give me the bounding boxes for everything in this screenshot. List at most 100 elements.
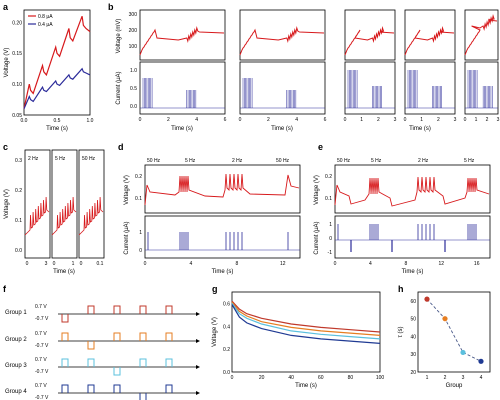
panel-f-arrow-2 xyxy=(196,365,200,369)
panel-c-freq-2: 50 Hz xyxy=(82,156,96,162)
panel-f-arrow-1 xyxy=(196,339,200,343)
panel-e-xtick-0: 0 xyxy=(334,261,337,267)
panel-g-xtick-0: 0 xyxy=(231,375,234,381)
panel-b-current-frame-1 xyxy=(239,61,326,115)
panel-e-xtick-2: 8 xyxy=(404,261,407,267)
panel-f-pulse-2-3 xyxy=(139,358,147,367)
panel-a-ytick-1: 0.15 xyxy=(12,51,22,57)
panel-h-point-2 xyxy=(460,349,466,356)
panel-b-xtick-4-2: 2 xyxy=(486,117,489,123)
panel-d-xtick-2: 8 xyxy=(235,261,238,267)
panel-f-vneg-3: -0.7 V xyxy=(35,395,49,400)
panel-d-xtick-3: 12 xyxy=(280,261,286,267)
panel-c-freq-0: 2 Hz xyxy=(28,156,39,162)
panel-e-vtick-1: 0.1 xyxy=(325,196,332,202)
panel-f-vpos-1: 0.7 V xyxy=(35,331,47,337)
panel-b-voltage-trace-0 xyxy=(139,26,225,56)
panel-a-xlabel: Time (s) xyxy=(46,126,68,132)
panel-e-freq-2: 2 Hz xyxy=(418,158,429,164)
panel-b-xtick-1-2: 4 xyxy=(295,117,298,123)
panel-f-pulse-0-1 xyxy=(87,305,95,314)
panel-f-vneg-1: -0.7 V xyxy=(35,343,49,349)
panel-d-freq-2: 2 Hz xyxy=(232,158,243,164)
panel-b-xtick-2-0: 0 xyxy=(344,117,347,123)
panel-b-xtick-4-3: 3 xyxy=(497,117,500,123)
panel-h-ytick-0: 60 xyxy=(410,299,416,305)
panel-h-xtick-2: 3 xyxy=(462,375,465,381)
panel-g-series-0 xyxy=(231,300,381,333)
panel-f-pulse-0-4 xyxy=(165,305,173,314)
panel-b-xtick-4-0: 0 xyxy=(464,117,467,123)
panel-c-frame-2 xyxy=(78,149,105,259)
figure-layer: a0.8 μA0.4 μA0.200.150.100.050.0 0.5 1.0Vo… xyxy=(3,2,500,400)
panel-d-itick-1: 0 xyxy=(139,248,142,254)
panel-e-vtick-0: 0.2 xyxy=(325,174,332,180)
panel-b-xtick-4-1: 1 xyxy=(475,117,478,123)
panel-e-vlabel: Voltage (V) xyxy=(314,175,320,205)
panel-b-xtick-1-1: 2 xyxy=(267,117,270,123)
panel-b-xtick-2-1: 1 xyxy=(360,117,363,123)
panel-b-vlabel: Voltage (mV) xyxy=(116,19,122,54)
panel-h-point-3 xyxy=(478,358,484,364)
panel-b-xlabel-1: Time (s) xyxy=(271,126,293,132)
panel-d-voltage-trace xyxy=(144,173,300,206)
panel-h-label: h xyxy=(398,284,404,294)
panel-a-frame xyxy=(23,9,91,116)
panel-c-trace-2 xyxy=(78,196,104,236)
panel-b-xtick-1-0: 0 xyxy=(239,117,242,123)
panel-d-current-frame xyxy=(144,215,301,259)
panel-b-xtick-3-1: 1 xyxy=(420,117,423,123)
panel-b-vtick-0: 300 xyxy=(129,12,138,18)
panel-f-group-3: Group 4 xyxy=(5,389,27,395)
panel-c-ytick-0: 0.3 xyxy=(15,158,22,164)
panel-b-itick-1: 0.5 xyxy=(130,86,137,92)
panel-f-pulse-3-4 xyxy=(165,384,173,393)
panel-b-xtick-0-3: 6 xyxy=(224,117,227,123)
panel-f-pulse-2-1 xyxy=(87,358,95,367)
panel-f-pulse-1-1 xyxy=(87,341,95,350)
panel-h-frame xyxy=(417,291,491,373)
panel-b-voltage-trace-3 xyxy=(404,26,455,56)
panel-b-current-frame-3 xyxy=(404,61,456,115)
panel-b-current-frame-0 xyxy=(139,61,226,115)
panel-d-vtick-1: 0.1 xyxy=(135,196,142,202)
panel-a-xtick-2: 1.0 xyxy=(87,118,94,124)
panel-b-xtick-3-3: 3 xyxy=(454,117,457,123)
panel-c-frame-0 xyxy=(24,149,51,259)
panel-c-xtick-1-1: 1 xyxy=(72,261,75,267)
panel-f-arrow-0 xyxy=(196,312,200,316)
panel-e-xtick-1: 4 xyxy=(369,261,372,267)
panel-f-pulse-2-4 xyxy=(165,358,173,367)
panel-f-vneg-2: -0.7 V xyxy=(35,369,49,375)
panel-c-ytick-2: 0.1 xyxy=(15,218,22,224)
panel-d-label: d xyxy=(118,142,124,152)
panel-b-voltage-trace-2 xyxy=(344,26,395,56)
panel-c-xtick-0-0: 0 xyxy=(26,261,29,267)
panel-f-pulse-1-3 xyxy=(139,332,147,341)
panel-b-xtick-0-0: 0 xyxy=(139,117,142,123)
panel-d-vlabel: Voltage (V) xyxy=(124,175,130,205)
panel-b-label: b xyxy=(108,2,114,12)
panel-f-group-2: Group 3 xyxy=(5,363,27,369)
panel-g-xtick-3: 60 xyxy=(318,375,324,381)
panel-h-xlabel: Group xyxy=(446,383,463,389)
panel-b-xlabel-0: Time (s) xyxy=(171,126,193,132)
panel-e-voltage-frame xyxy=(334,164,491,214)
panel-g-series-1 xyxy=(231,301,381,336)
panel-e-label: e xyxy=(318,142,323,152)
panel-f-vpos-2: 0.7 V xyxy=(35,357,47,363)
panel-b-xtick-1-3: 6 xyxy=(324,117,327,123)
panel-g-series-2 xyxy=(231,303,381,340)
panel-a-xtick-0: 0.0 xyxy=(21,118,28,124)
panel-b-vtick-1: 200 xyxy=(129,28,138,34)
panel-d-freq-3: 50 Hz xyxy=(276,158,290,164)
panel-g-label: g xyxy=(212,284,218,294)
panel-f-pulse-0-2 xyxy=(113,305,121,314)
panel-e-itick-1: 0 xyxy=(329,236,332,242)
panel-g-ylabel: Voltage (V) xyxy=(212,317,218,347)
panel-f-pulse-2-2 xyxy=(113,367,121,376)
panel-c-label: c xyxy=(3,142,8,152)
panel-h-xtick-1: 2 xyxy=(444,375,447,381)
panel-b-ilabel: Current (μA) xyxy=(116,71,122,104)
panel-b-xtick-3-0: 0 xyxy=(404,117,407,123)
